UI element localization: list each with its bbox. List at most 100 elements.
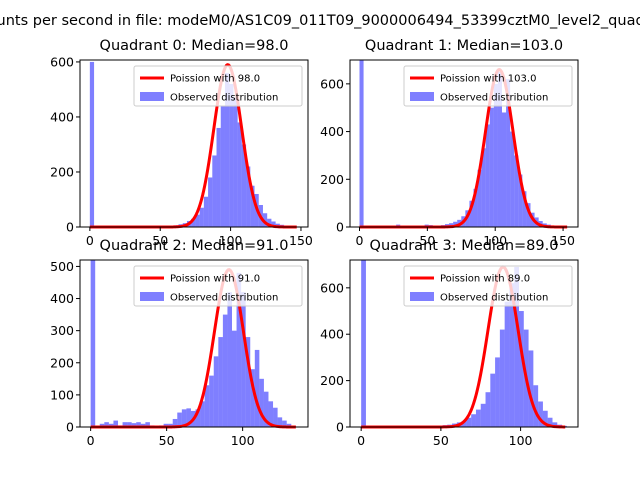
histogram-bar — [131, 423, 137, 427]
x-tick-label: 100 — [219, 233, 243, 248]
histogram-bar — [268, 401, 274, 427]
y-tick-label: 400 — [50, 291, 74, 306]
legend-box — [403, 65, 573, 107]
histogram-bar — [514, 266, 520, 427]
x-tick-label: 150 — [289, 233, 313, 248]
x-tick-label: 0 — [86, 233, 94, 248]
histogram-bar — [250, 185, 255, 227]
histogram-bar — [232, 330, 237, 427]
histogram-bar — [480, 403, 486, 427]
legend-histogram-label: Observed distribution — [170, 93, 278, 104]
legend-poisson-label: Poission with 89.0 — [440, 274, 530, 285]
histogram-bar — [204, 385, 210, 427]
quadrant-title: Quadrant 1: Median=103.0 — [365, 38, 563, 54]
histogram-bar — [485, 124, 490, 227]
x-tick-label: 0 — [356, 233, 364, 248]
y-tick-label: 600 — [50, 54, 74, 69]
x-tick-label: 50 — [433, 433, 449, 448]
histogram-bar — [497, 71, 502, 227]
histogram-bar — [163, 423, 169, 427]
quadrant-2-chart: 0 100 200 300 400 500 0 50 100 Quadrant 2: Median… — [50, 238, 309, 448]
legend-poisson-label: Poission with 91.0 — [170, 274, 260, 285]
histogram-bar — [246, 166, 251, 227]
histogram-bar — [254, 349, 260, 427]
histogram-bar — [212, 155, 217, 227]
histogram-bar — [89, 61, 95, 227]
histogram-bar — [250, 369, 255, 427]
y-tick-label: 600 — [320, 280, 344, 295]
histogram-bar — [263, 391, 269, 427]
histogram-bar — [552, 422, 558, 427]
x-tick-label: 150 — [551, 233, 575, 248]
histogram-bar — [199, 207, 204, 227]
y-tick-label: 0 — [336, 420, 344, 435]
histogram-bar — [195, 409, 201, 427]
histogram-bar — [222, 314, 228, 427]
histogram-bar — [282, 420, 287, 427]
histogram-bar — [509, 283, 515, 427]
legend-histogram-swatch — [140, 292, 164, 301]
x-tick-label: 50 — [419, 233, 435, 248]
legend-histogram-swatch — [140, 92, 164, 101]
x-tick-label: 50 — [152, 233, 168, 248]
y-tick-label: 0 — [66, 420, 74, 435]
legend-box — [133, 265, 303, 307]
histogram-bar — [473, 188, 478, 227]
histogram-bar — [104, 422, 109, 427]
legend-histogram-label: Observed distribution — [440, 293, 548, 304]
legend-histogram-swatch — [410, 292, 434, 301]
histogram-bar — [213, 356, 219, 427]
histogram-bar — [466, 417, 472, 427]
histogram-bar — [136, 422, 141, 427]
quadrant-0-chart: 0 200 400 600 0 50 100 150 Quadrant 0: Median=98… — [50, 38, 313, 248]
histogram-bar — [267, 218, 272, 227]
histogram-bar — [453, 221, 458, 227]
histogram-bar — [241, 144, 247, 227]
quadrant-title: Quadrant 0: Median=98.0 — [100, 38, 289, 54]
figure-suptitle: Histogram of counts per second in file: … — [0, 13, 640, 29]
x-tick-label: 50 — [159, 433, 175, 448]
histogram-bar — [502, 112, 507, 227]
histogram-bar — [191, 218, 196, 227]
y-tick-label: 0 — [66, 220, 74, 235]
histogram-bar — [481, 148, 486, 227]
quadrant-title: Quadrant 2: Median=91.0 — [100, 238, 289, 254]
histogram-bar — [469, 200, 474, 227]
histogram-bar — [172, 418, 178, 427]
legend-histogram-label: Observed distribution — [170, 293, 278, 304]
histogram-bar — [461, 421, 467, 427]
y-tick-label: 400 — [320, 124, 344, 139]
histogram-bar — [542, 410, 548, 427]
axes-frame — [79, 259, 309, 428]
histogram-bar — [504, 301, 510, 427]
histogram-bar — [477, 169, 482, 227]
y-tick-label: 200 — [320, 373, 344, 388]
histogram-bar — [108, 423, 114, 427]
histogram-bar — [216, 127, 221, 227]
histogram-bar — [359, 60, 364, 227]
histogram-bar — [522, 191, 527, 227]
x-tick-label: 0 — [87, 433, 95, 448]
histogram-bar — [490, 373, 496, 427]
histogram-bar — [277, 417, 283, 427]
x-tick-label: 100 — [483, 233, 507, 248]
x-tick-label: 100 — [231, 433, 255, 448]
quadrant-title: Quadrant 3: Median=89.0 — [370, 238, 559, 254]
histogram-bar — [90, 260, 96, 427]
histogram-bar — [538, 401, 543, 427]
y-tick-label: 200 — [50, 164, 74, 179]
y-tick-label: 400 — [320, 327, 344, 342]
histogram-bar — [489, 107, 494, 227]
histogram-bar — [209, 375, 214, 427]
histogram-bar — [237, 122, 242, 227]
histogram-bar — [113, 420, 118, 427]
histogram-bar — [485, 392, 491, 427]
histogram-bar — [471, 414, 476, 427]
histogram-bar — [533, 385, 539, 427]
histogram-bar — [227, 292, 232, 427]
histogram-bar — [506, 79, 511, 227]
histogram-bar — [273, 407, 278, 427]
histogram-bar — [528, 350, 534, 427]
